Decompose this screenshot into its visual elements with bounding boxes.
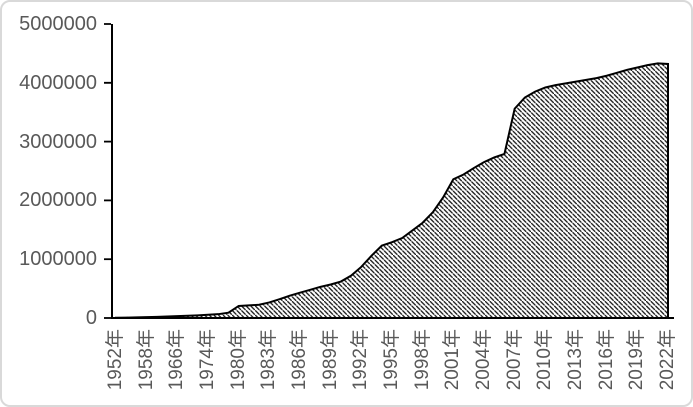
x-axis-tick-label: 2004年 [473,329,494,391]
x-axis-tick-label: 2019年 [626,329,648,391]
x-axis-tick-label: 1995年 [381,329,402,391]
y-axis-tick-label: 4000000 [19,71,97,94]
x-axis-tick-label: 1989年 [319,329,341,391]
x-axis-tick-label: 2022年 [657,329,678,391]
x-axis-tick-label: 1980年 [227,329,249,391]
x-axis-tick-label: 1983年 [258,329,280,391]
axis-lines [111,24,674,319]
x-axis-tick-label: 1986年 [289,329,310,391]
y-axis-tick-label: 3000000 [19,130,97,153]
y-axis-tick-label: 5000000 [19,13,97,35]
x-axis-tick-label: 2007年 [503,329,525,391]
x-axis-tick-label: 1952年 [105,329,126,391]
x-axis-tick-label: 1974年 [197,329,218,391]
y-axis-tick-label: 0 [85,307,97,329]
x-axis-tick-label: 1958年 [135,329,157,391]
x-axis-tick-label: 1966年 [166,329,188,391]
x-axis-tick-label: 2010年 [534,329,556,391]
x-axis-tick-label: 2001年 [442,329,464,391]
x-axis-tick-label: 2016年 [595,329,617,391]
y-axis-tick-label: 2000000 [19,189,97,212]
area-series [115,62,669,319]
x-axis-tick-label: 1998年 [411,329,433,391]
x-axis-tick-label: 2013年 [565,329,586,391]
x-axis-tick-label: 1992年 [350,329,372,391]
y-axis-tick-label: 1000000 [19,248,97,271]
